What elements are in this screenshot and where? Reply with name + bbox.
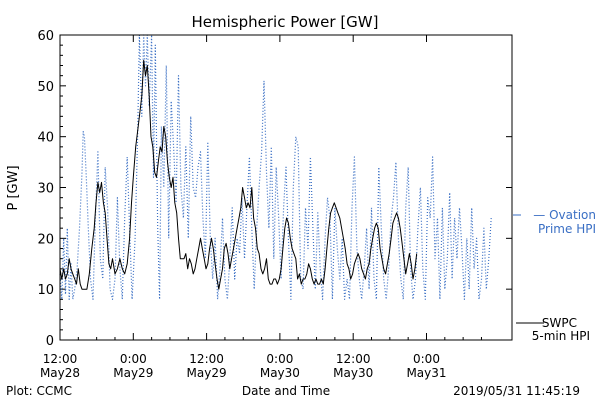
x-axis-ticks: 12:00May280:00May2912:00May290:00May3012… (40, 35, 482, 380)
footer-plot-credit: Plot: CCMC (6, 384, 72, 398)
y-axis-ticks: 0 10 20 30 40 50 60 (37, 29, 512, 349)
x-tick-time: 0:00 (413, 352, 440, 366)
x-tick-time: 0:00 (266, 352, 293, 366)
x-tick-time: 12:00 (336, 352, 371, 366)
y-tick-label: 0 (46, 334, 54, 349)
y-axis-label: P [GW] (6, 165, 21, 210)
ovation-prime-hpi-line (59, 34, 492, 300)
x-tick-date: May31 (406, 366, 446, 380)
x-tick-time: 0:00 (120, 352, 147, 366)
x-tick-date: May30 (333, 366, 373, 380)
y-tick-label: 50 (37, 80, 54, 95)
x-tick-date: May30 (260, 366, 300, 380)
legend-ovation-line2: Prime HPI (538, 222, 596, 236)
x-axis-label: Date and Time (242, 384, 330, 398)
footer-timestamp: 2019/05/31 11:45:19 (453, 384, 580, 398)
x-tick-time: 12:00 (43, 352, 78, 366)
x-tick-time: 12:00 (189, 352, 224, 366)
y-tick-label: 10 (37, 283, 54, 298)
x-tick-date: May28 (40, 366, 80, 380)
series-layer (59, 34, 492, 300)
y-tick-label: 20 (37, 232, 54, 247)
x-tick-date: May29 (113, 366, 153, 380)
y-tick-label: 60 (37, 29, 54, 44)
plot-frame (59, 34, 513, 341)
y-tick-label: 30 (37, 182, 54, 197)
legend-swpc-line2: 5-min HPI (532, 329, 590, 343)
y-tick-label: 40 (37, 131, 54, 146)
legend-swpc-line1: SWPC (542, 316, 577, 330)
chart-title: Hemispheric Power [GW] (192, 13, 379, 31)
x-tick-date: May29 (187, 366, 227, 380)
swpc-5min-hpi-line (59, 59, 418, 290)
legend-ovation-line1: — Ovation (533, 208, 596, 222)
